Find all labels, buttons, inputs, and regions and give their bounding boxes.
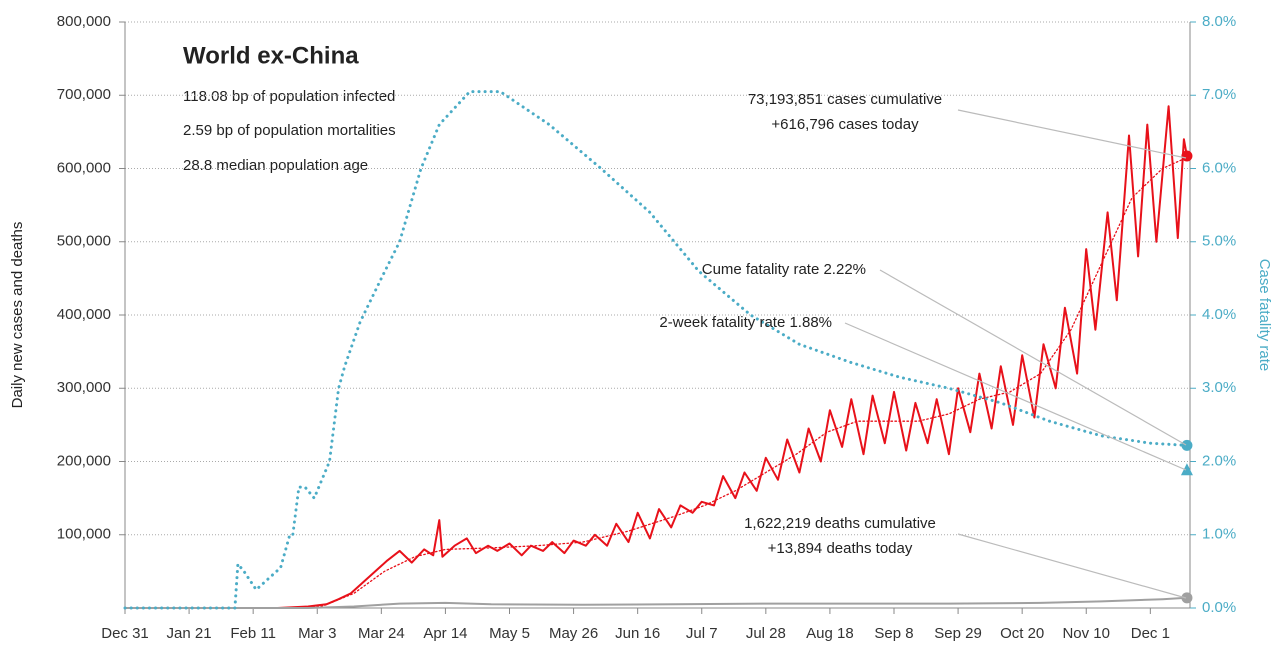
y-tick-label: 300,000 (57, 379, 111, 396)
end-marker (1181, 592, 1193, 604)
info-line: 2.59 bp of population mortalities (183, 122, 396, 139)
x-tick-label: Jul 28 (746, 625, 786, 642)
annotation: +13,894 deaths today (768, 540, 913, 557)
x-tick-label: Jan 21 (167, 625, 212, 642)
y2-tick-label: 5.0% (1202, 233, 1236, 250)
x-tick-label: Oct 20 (1000, 625, 1044, 642)
y2-tick-label: 2.0% (1202, 452, 1236, 469)
end-marker (1181, 439, 1193, 451)
y-tick-label: 400,000 (57, 306, 111, 323)
leader-line (844, 322, 1187, 471)
x-tick-label: Jul 7 (686, 625, 718, 642)
annotation: Cume fatality rate 2.22% (702, 261, 866, 278)
leader-line (957, 533, 1187, 599)
y2-tick-label: 4.0% (1202, 306, 1236, 323)
series-line (125, 596, 1187, 609)
series-line (123, 90, 1189, 610)
x-tick-label: Mar 3 (298, 625, 336, 642)
leader-line (957, 109, 1187, 159)
x-tick-label: May 26 (549, 625, 598, 642)
series-line (124, 156, 1188, 609)
x-tick-label: Mar 24 (358, 625, 405, 642)
leader-line (879, 269, 1187, 446)
y-tick-label: 600,000 (57, 159, 111, 176)
y-tick-label: 800,000 (57, 13, 111, 30)
series-line (125, 105, 1188, 609)
x-tick-label: Nov 10 (1062, 625, 1110, 642)
y-tick-label: 500,000 (57, 233, 111, 250)
x-tick-label: May 5 (489, 625, 530, 642)
chart-title: World ex-China (183, 42, 359, 69)
info-line: 118.08 bp of population infected (183, 88, 395, 105)
info-line: 28.8 median population age (183, 157, 368, 174)
y-tick-label: 700,000 (57, 86, 111, 103)
y2-tick-label: 0.0% (1202, 599, 1236, 616)
x-tick-label: Jun 16 (615, 625, 660, 642)
y2-tick-label: 7.0% (1202, 86, 1236, 103)
x-tick-label: Dec 31 (101, 625, 149, 642)
annotation: 1,622,219 deaths cumulative (744, 515, 936, 532)
annotation: 2-week fatality rate 1.88% (659, 314, 832, 331)
annotation: 73,193,851 cases cumulative (748, 91, 942, 108)
y-tick-label: 100,000 (57, 526, 111, 543)
end-marker (1181, 150, 1193, 162)
y2-tick-label: 6.0% (1202, 159, 1236, 176)
x-tick-label: Apr 14 (423, 625, 467, 642)
x-tick-label: Sep 29 (934, 625, 982, 642)
y2-tick-label: 8.0% (1202, 13, 1236, 30)
y2-axis-label: Case fatality rate (1256, 259, 1273, 372)
y-tick-label: 200,000 (57, 452, 111, 469)
y2-tick-label: 1.0% (1202, 526, 1236, 543)
x-tick-label: Dec 1 (1131, 625, 1170, 642)
end-marker (1180, 463, 1193, 476)
x-tick-label: Aug 18 (806, 625, 854, 642)
y-axis-label: Daily new cases and deaths (9, 222, 26, 409)
annotation: +616,796 cases today (771, 116, 919, 133)
y2-tick-label: 3.0% (1202, 379, 1236, 396)
x-tick-label: Sep 8 (874, 625, 913, 642)
x-tick-label: Feb 11 (230, 625, 276, 642)
